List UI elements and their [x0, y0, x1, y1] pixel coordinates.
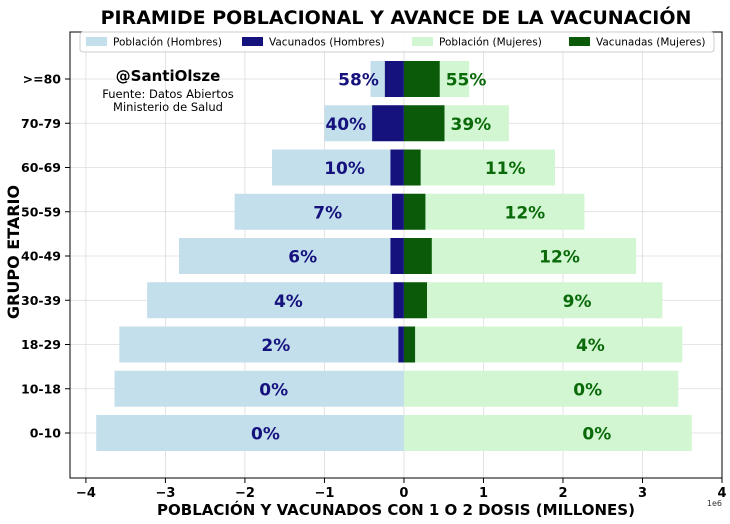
bar-vaccinated-men	[390, 238, 404, 274]
pct-label-men: 0%	[259, 380, 288, 400]
bar-vaccinated-men	[392, 193, 404, 230]
bar-population-women	[403, 149, 556, 186]
bar-vaccinated-men	[390, 149, 404, 186]
x-axis-label: POBLACIÓN Y VACUNADOS CON 1 O 2 DOSIS (M…	[157, 500, 635, 519]
bar-population-men	[271, 149, 404, 186]
y-tick-label: >=80	[23, 72, 62, 87]
percentage-labels: 58% 55% 40% 39% 10% 11% 7% 12% 6% 12% 4% 9% 2% 4% 0% 0%…	[251, 71, 611, 445]
source-annotation: @SantiOlsze Fuente: Datos Abiertos Minis…	[102, 67, 234, 114]
x-tick-label: −3	[155, 486, 175, 501]
y-tick-label: 60-69	[21, 160, 61, 175]
x-tick-label: −2	[235, 486, 255, 501]
bar-vaccinated-women	[403, 282, 428, 319]
pct-label-women: 11%	[485, 159, 526, 179]
bar-vaccinated-men	[398, 326, 404, 363]
pct-label-men: 7%	[313, 203, 342, 223]
y-tick-label: 10-18	[21, 381, 61, 396]
bar-population-men	[96, 415, 404, 451]
y-tick-label: 70-79	[21, 116, 61, 131]
bar-vaccinated-men	[372, 105, 404, 142]
pct-label-women: 12%	[505, 203, 546, 223]
bars-layer	[96, 61, 692, 451]
bar-population-women	[403, 238, 637, 274]
pct-label-women: 0%	[573, 380, 602, 400]
x-tick-label: 4	[717, 486, 726, 501]
bar-population-women	[403, 193, 585, 230]
legend-label: Vacunadas (Mujeres)	[596, 37, 706, 49]
pct-label-men: 2%	[261, 336, 290, 356]
legend-swatch	[242, 37, 263, 46]
x-axis-offset-label: 1e6	[707, 499, 722, 508]
bar-population-men	[178, 238, 404, 274]
bar-population-men	[114, 370, 404, 407]
pct-label-women: 39%	[451, 115, 492, 135]
pct-label-women: 9%	[563, 292, 592, 312]
bar-vaccinated-women	[403, 193, 426, 230]
bar-population-women	[403, 415, 692, 451]
bar-vaccinated-women	[403, 105, 445, 142]
bar-vaccinated-women	[403, 238, 432, 274]
pct-label-women: 55%	[446, 71, 487, 91]
legend-box	[79, 31, 715, 53]
pct-label-men: 40%	[325, 115, 366, 135]
x-tick-label: 0	[399, 486, 408, 501]
x-tick-label: −4	[76, 486, 96, 501]
legend-label: Población (Hombres)	[113, 37, 222, 49]
y-tick-label: 40-49	[21, 249, 61, 264]
pct-label-men: 10%	[324, 159, 365, 179]
bar-vaccinated-women	[403, 149, 421, 186]
y-tick-label: 30-39	[21, 293, 61, 308]
legend-swatch	[412, 37, 433, 46]
pct-label-men: 4%	[274, 292, 303, 312]
bar-population-men	[234, 193, 404, 230]
pct-label-women: 12%	[539, 248, 580, 268]
source-line-2: Ministerio de Salud	[113, 100, 223, 114]
legend-swatch	[569, 37, 590, 46]
bar-vaccinated-women	[403, 61, 440, 97]
legend-label: Vacunados (Hombres)	[269, 37, 385, 49]
bar-population-women	[403, 326, 683, 363]
chart-title: PIRAMIDE POBLACIONAL Y AVANCE DE LA VACU…	[101, 5, 692, 29]
legend-swatch	[86, 37, 107, 46]
x-tick-label: −1	[314, 486, 334, 501]
y-tick-label: 50-59	[21, 204, 61, 219]
x-tick-label: 2	[558, 486, 567, 501]
axis-ticks: −4 −3 −2 −1 0 1 2 3 4 >=80 70-79 60-69 50-59 40-49 30-…	[21, 72, 727, 502]
bar-population-women	[403, 282, 663, 319]
bar-vaccinated-men	[393, 282, 404, 319]
author-handle: @SantiOlsze	[116, 67, 221, 85]
pct-label-men: 0%	[251, 425, 280, 445]
bar-vaccinated-women	[403, 326, 416, 363]
pct-label-women: 4%	[576, 336, 605, 356]
pct-label-women: 0%	[582, 425, 611, 445]
x-tick-label: 1	[479, 486, 488, 501]
bar-population-men	[119, 326, 404, 363]
x-tick-label: 3	[638, 486, 647, 501]
y-tick-label: 0-10	[30, 426, 62, 441]
legend-label: Población (Mujeres)	[439, 37, 542, 49]
source-line-1: Fuente: Datos Abiertos	[102, 87, 234, 101]
y-axis-label: GRUPO ETARIO	[4, 185, 23, 319]
bar-population-men	[147, 282, 404, 319]
y-tick-label: 18-29	[21, 337, 61, 352]
bar-population-women	[403, 370, 679, 407]
pct-label-men: 6%	[288, 248, 317, 268]
pct-label-men: 58%	[338, 71, 379, 91]
bar-vaccinated-men	[384, 61, 404, 97]
legend: Población (Hombres) Vacunados (Hombres) Po…	[79, 31, 715, 53]
